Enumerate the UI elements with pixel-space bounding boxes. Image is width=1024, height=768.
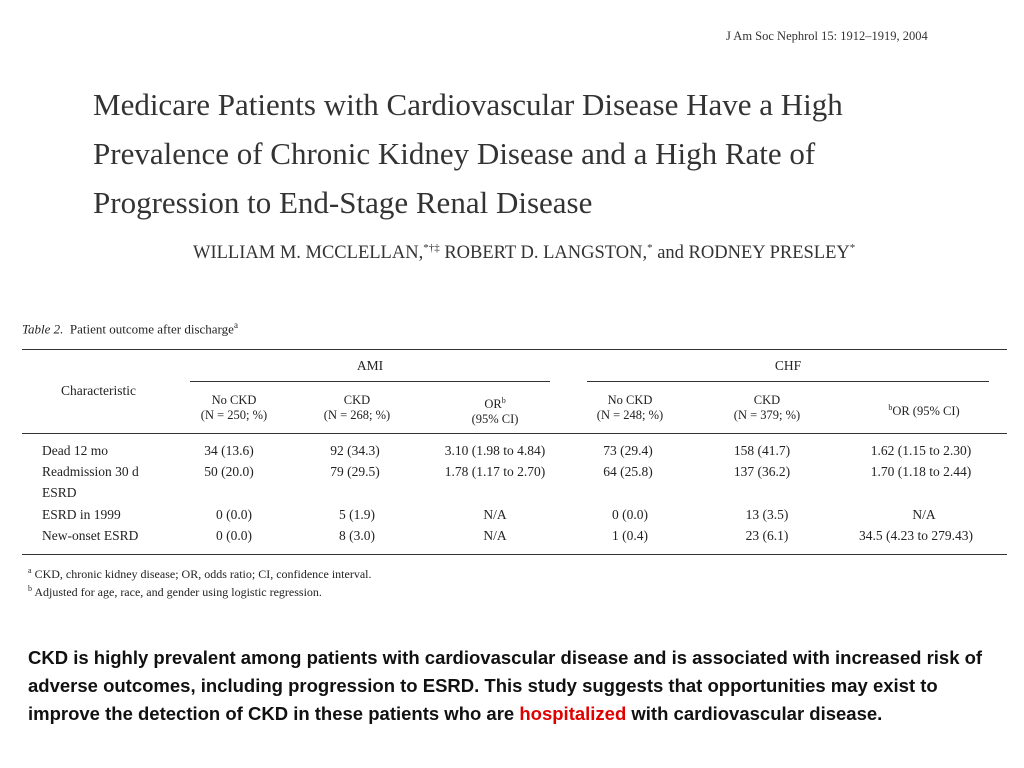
table-cell: N/A [483, 528, 507, 543]
table-label: Table 2. [22, 321, 64, 337]
table-cell: 64 (25.8) [603, 464, 653, 479]
author-1: WILLIAM M. MCCLELLAN, [193, 243, 424, 264]
table-cell: 0 (0.0) [216, 528, 252, 543]
table-cell: 79 (29.5) [330, 464, 380, 479]
author-2-affiliation: * [647, 242, 653, 254]
table-cell: 1.70 (1.18 to 2.44) [870, 464, 972, 479]
table-caption: Table 2. Patient outcome after discharge… [22, 320, 238, 337]
author-3-affiliation: * [849, 242, 856, 254]
row-label: New-onset ESRD [42, 528, 139, 543]
column-header-ami-or: ORb (95% CI) [472, 393, 519, 427]
table-cell: 3.10 (1.98 to 4.84) [444, 443, 546, 458]
footnote-marker: b [28, 584, 32, 593]
table-cell: 0 (0.0) [612, 507, 648, 522]
author-1-affiliation: *†‡ [423, 242, 440, 254]
summary-text: CKD is highly prevalent among patients w… [28, 647, 983, 724]
summary-paragraph: CKD is highly prevalent among patients w… [28, 644, 998, 728]
column-header-chf-or: bOR (95% CI) [888, 400, 959, 419]
journal-reference: J Am Soc Nephrol 15: 1912–1919, 2004 [726, 29, 928, 43]
table-cell: 92 (34.3) [330, 443, 380, 458]
footnote-marker: a [28, 566, 32, 575]
row-label: ESRD [42, 485, 77, 500]
column-header-line-2: (N = 268; %) [323, 408, 391, 422]
table-cell: 50 (20.0) [204, 464, 254, 479]
table-cell: 13 (3.5) [745, 507, 789, 522]
summary-text-end: with cardiovascular disease. [626, 703, 883, 724]
table-footnote-b: b Adjusted for age, race, and gender usi… [28, 584, 322, 600]
table-cell: 5 (1.9) [339, 507, 375, 522]
table-cell: 137 (36.2) [733, 464, 791, 479]
table-cell: 73 (29.4) [603, 443, 653, 458]
row-label: Readmission 30 d [42, 464, 139, 479]
author-3: and RODNEY PRESLEY [652, 243, 850, 264]
group-header-chf: CHF [774, 358, 802, 373]
table-top-rule [22, 349, 1007, 350]
table-caption-footnote-marker: a [233, 320, 238, 330]
author-2: ROBERT D. LANGSTON, [439, 243, 648, 264]
column-header-line-1: No CKD [211, 393, 257, 407]
chf-group-rule [587, 381, 989, 382]
column-header-line-1: bOR (95% CI) [888, 403, 960, 419]
group-header-ami: AMI [356, 358, 384, 373]
table-header-rule [22, 433, 1007, 434]
column-header-chf-ckd: CKD (N = 379; %) [734, 393, 800, 423]
table-cell: N/A [483, 507, 507, 522]
summary-highlight: hospitalized [519, 703, 627, 724]
column-header-line-1: CKD [753, 393, 781, 407]
footnote-text: Adjusted for age, race, and gender using… [32, 585, 322, 599]
row-label: Dead 12 mo [42, 443, 108, 458]
article-title: Medicare Patients with Cardiovascular Di… [93, 80, 973, 227]
table-footnote-a: a CKD, chronic kidney disease; OR, odds … [28, 566, 371, 582]
author-list: WILLIAM M. MCCLELLAN,*†‡ ROBERT D. LANGS… [193, 242, 855, 264]
column-header-ami-no-ckd: No CKD (N = 250; %) [201, 393, 267, 423]
table-cell: 1.78 (1.17 to 2.70) [444, 464, 546, 479]
table-cell: 34 (13.6) [204, 443, 254, 458]
row-label: ESRD in 1999 [42, 507, 121, 522]
column-header-ami-ckd: CKD (N = 268; %) [324, 393, 390, 423]
column-header-line-2: (N = 248; %) [596, 408, 664, 422]
table-cell: 8 (3.0) [339, 528, 375, 543]
column-header-line-2: (N = 379; %) [733, 408, 801, 422]
title-line-2: Prevalence of Chronic Kidney Disease and… [93, 136, 816, 171]
characteristic-header: Characteristic [61, 383, 136, 398]
table-cell: 0 (0.0) [216, 507, 252, 522]
table-cell: 158 (41.7) [733, 443, 791, 458]
table-cell: 1 (0.4) [612, 528, 648, 543]
column-header-line-1: ORb [484, 396, 506, 412]
ami-group-rule [190, 381, 550, 382]
column-header-line-2: (N = 250; %) [200, 408, 268, 422]
footnote-text: CKD, chronic kidney disease; OR, odds ra… [31, 567, 372, 581]
table-cell: N/A [912, 507, 936, 522]
column-header-line-2: (95% CI) [471, 412, 519, 427]
title-line-1: Medicare Patients with Cardiovascular Di… [93, 87, 843, 122]
table-cell: 1.62 (1.15 to 2.30) [870, 443, 972, 458]
table-caption-text: Patient outcome after discharge [69, 321, 234, 337]
table-cell: 34.5 (4.23 to 279.43) [859, 528, 973, 543]
column-header-chf-no-ckd: No CKD (N = 248; %) [597, 393, 663, 423]
title-line-3: Progression to End-Stage Renal Disease [93, 185, 593, 220]
table-cell: 23 (6.1) [745, 528, 789, 543]
column-header-line-1: CKD [343, 393, 371, 407]
column-header-line-1: No CKD [607, 393, 653, 407]
table-bottom-rule [22, 554, 1007, 555]
